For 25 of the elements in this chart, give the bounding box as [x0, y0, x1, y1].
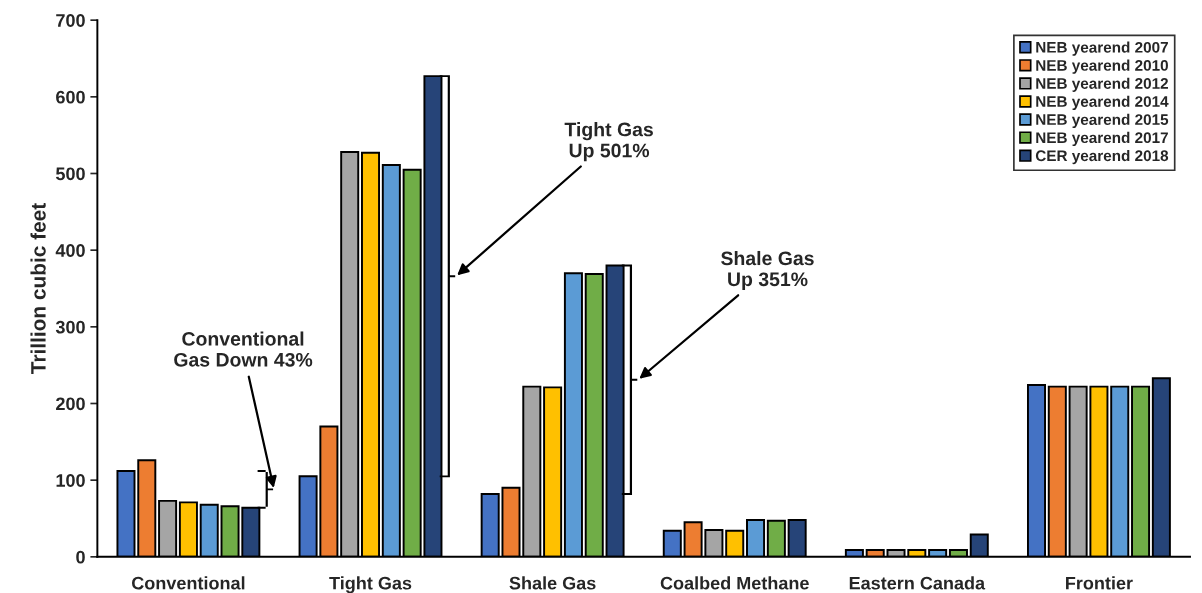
- y-axis-title: Trillion cubic feet: [30, 203, 46, 374]
- legend-label: NEB yearend 2010: [1036, 59, 1168, 74]
- y-tick-label: 700: [56, 14, 85, 27]
- legend-label: NEB yearend 2015: [1036, 113, 1169, 129]
- legend-label: NEB yearend 2017: [1036, 131, 1168, 147]
- legend-label: NEB yearend 2012: [1036, 77, 1168, 92]
- legend-label: CER yearend 2018: [1035, 149, 1169, 165]
- legend-label: NEB yearend 2007: [1036, 41, 1168, 56]
- annotation: Conventional Gas Down 43%: [174, 331, 313, 367]
- x-tick-label: Frontier: [1066, 576, 1133, 590]
- x-tick-label: Eastern Canada: [849, 576, 986, 590]
- y-tick-label: 0: [76, 550, 85, 564]
- annotation: Shale Gas Up 351%: [721, 250, 814, 291]
- annotation: Tight Gas Up 501%: [564, 122, 653, 162]
- y-tick-label: 500: [55, 167, 85, 181]
- x-tick-label: Conventional: [131, 576, 245, 590]
- y-tick-label: 200: [56, 397, 85, 411]
- y-tick-label: 100: [56, 474, 85, 487]
- x-tick-label: Coalbed Methane: [660, 576, 809, 590]
- legend-label: NEB yearend 2014: [1036, 95, 1169, 110]
- y-tick-label: 400: [55, 244, 85, 257]
- x-tick-label: Shale Gas: [509, 576, 596, 590]
- x-tick-label: Tight Gas: [329, 576, 412, 593]
- y-tick-label: 300: [55, 320, 85, 334]
- y-tick-label: 600: [56, 90, 85, 104]
